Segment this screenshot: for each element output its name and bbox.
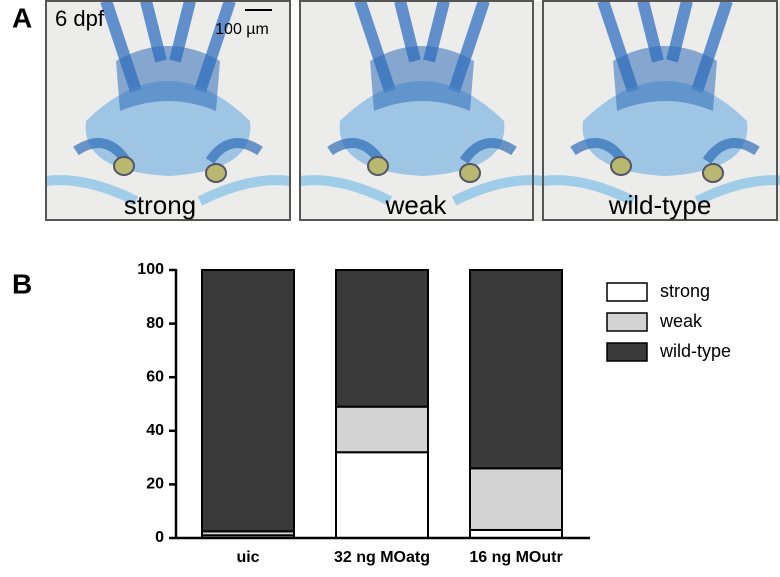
panel-label: B <box>12 268 32 299</box>
image-panel: 6 dpf 100 µm strong <box>45 0 291 221</box>
y-tick-label: 60 <box>146 368 164 385</box>
image-frame <box>45 0 291 221</box>
legend-label: wild-type <box>659 341 731 361</box>
image-label: weak <box>385 190 448 220</box>
bar-segment <box>201 269 295 533</box>
micrograph <box>543 1 780 221</box>
bar-segment <box>335 451 429 539</box>
bar-segment <box>335 269 429 408</box>
bar-segment <box>469 269 563 470</box>
stage-label: 6 dpf <box>55 6 105 31</box>
x-tick-label: 32 ng MOatg <box>334 549 430 566</box>
legend-label: strong <box>660 281 710 301</box>
bar-segment <box>469 467 563 531</box>
image-frame <box>299 0 534 221</box>
legend-label: weak <box>659 311 703 331</box>
y-tick-label: 80 <box>146 315 164 332</box>
y-tick-label: 20 <box>146 476 164 493</box>
y-tick-label: 0 <box>155 529 164 546</box>
y-tick-label: 100 <box>137 261 164 278</box>
legend-swatch <box>606 342 648 362</box>
legend-swatch <box>606 312 648 332</box>
panel-label: A <box>12 2 32 33</box>
y-tick-label: 40 <box>146 422 164 439</box>
micrograph <box>300 1 544 221</box>
image-panel: weak <box>299 0 544 221</box>
x-tick-label: uic <box>236 549 259 566</box>
x-tick-label: 16 ng MOutr <box>469 549 562 566</box>
image-label: wild-type <box>608 190 712 220</box>
image-frame <box>542 0 778 221</box>
bar-chart: 0 20 40 60 80 100 uic 32 ng MOatg 16 ng MOutr str… <box>137 261 731 566</box>
image-panel: wild-type <box>542 0 780 221</box>
scale-bar-label: 100 µm <box>215 21 269 38</box>
legend-swatch <box>606 282 648 302</box>
bar-segment <box>335 405 429 454</box>
image-label: strong <box>124 190 196 220</box>
